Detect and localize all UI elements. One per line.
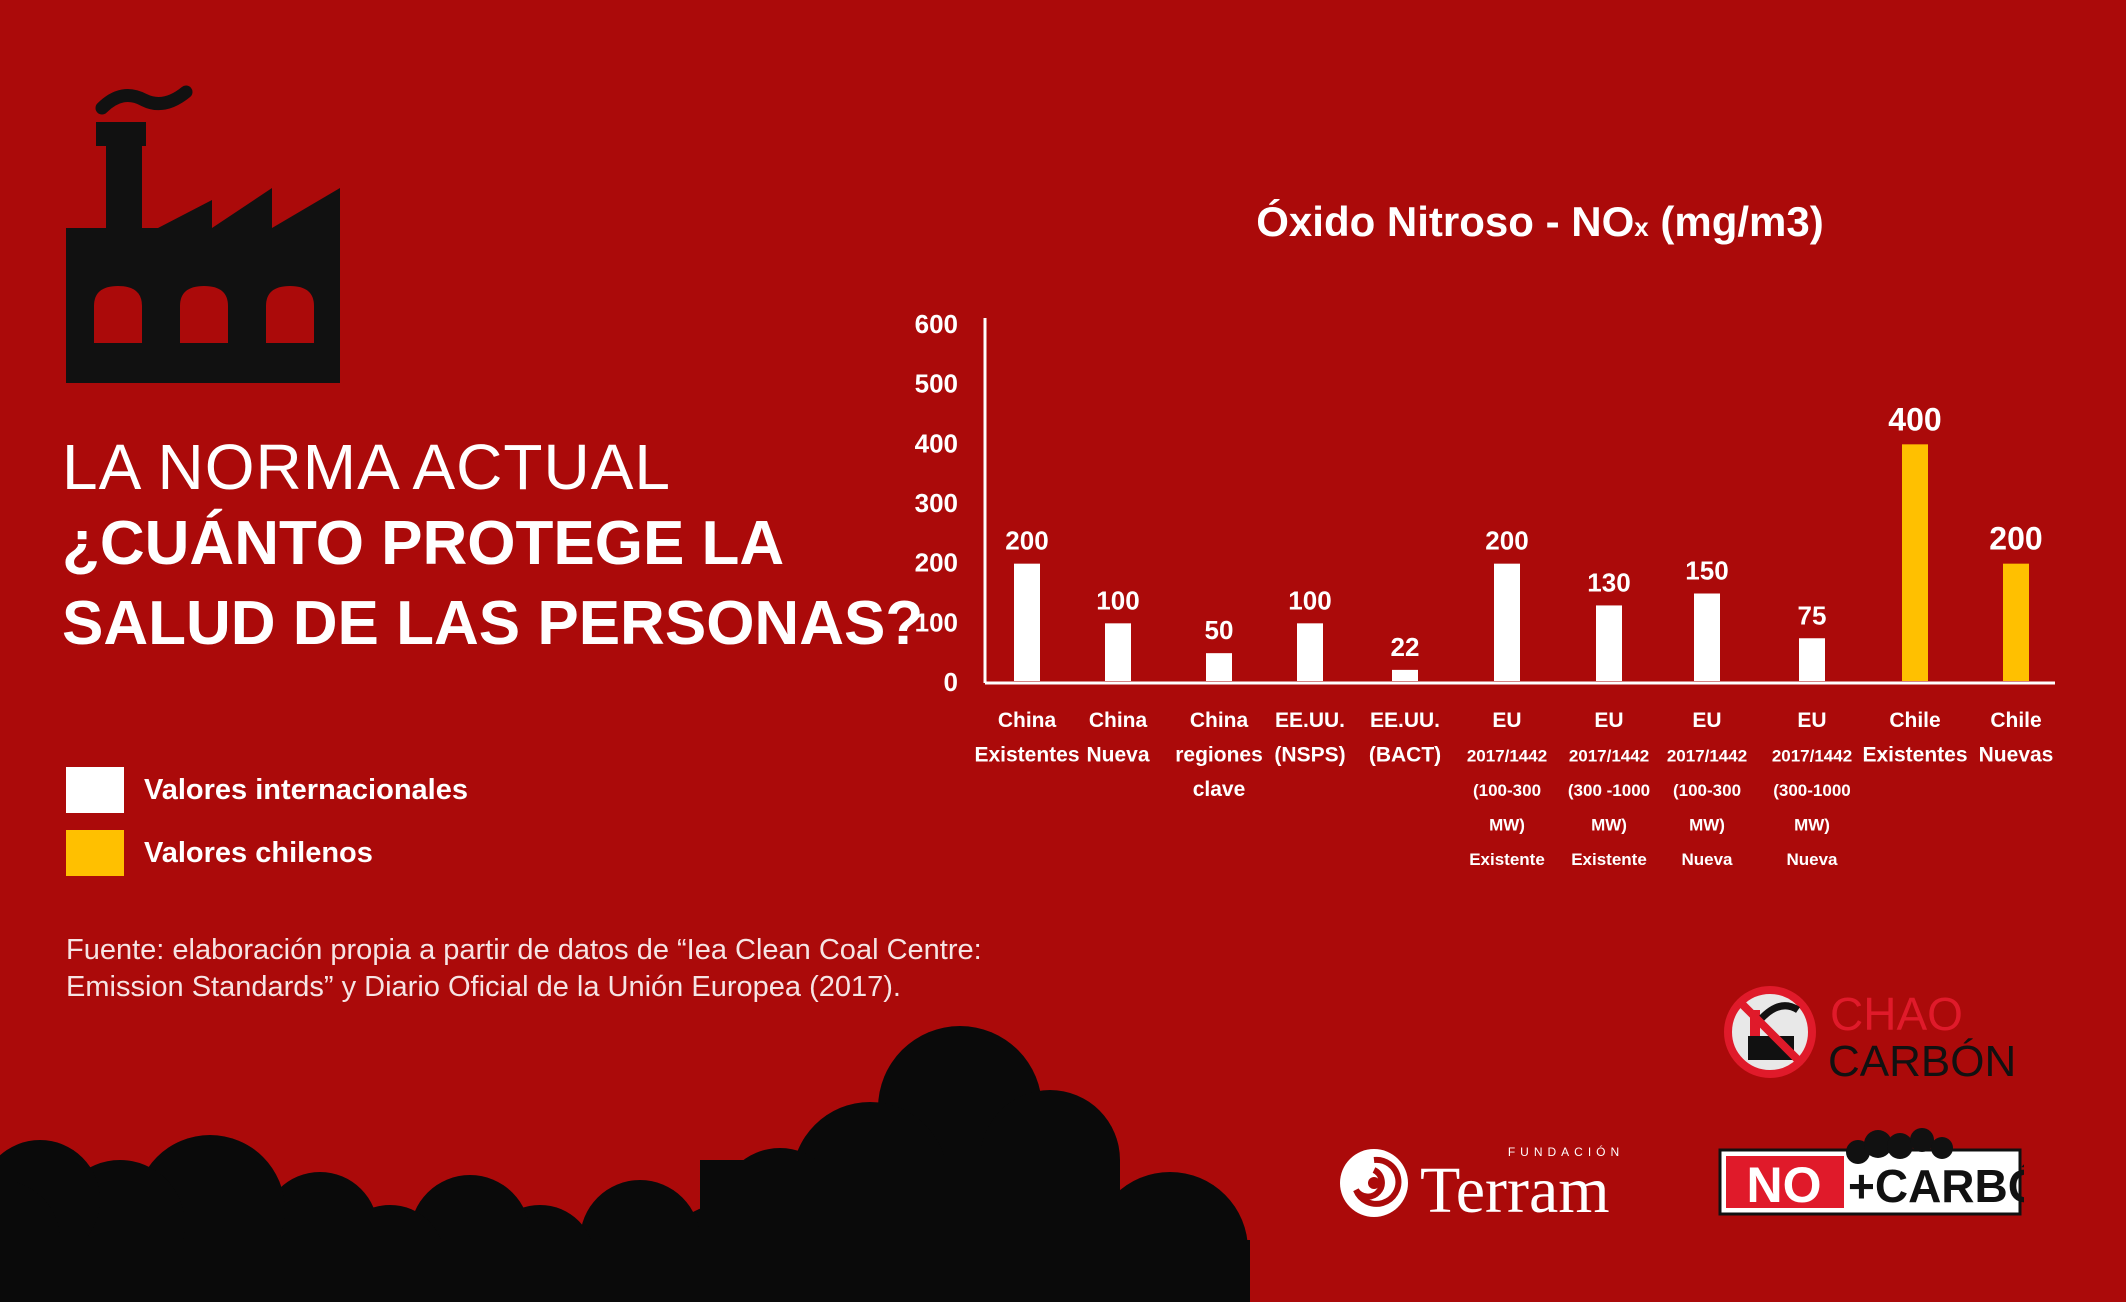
x-tick-label: EU	[1692, 709, 1721, 732]
x-tick-label: Nueva	[1786, 850, 1838, 869]
x-tick-label: 2017/1442	[1569, 747, 1649, 766]
bar	[1494, 563, 1520, 681]
x-tick-label: Existente	[1469, 850, 1545, 869]
value-label: 50	[1205, 615, 1234, 645]
x-tick-label: clave	[1193, 778, 1246, 801]
bar	[2003, 563, 2029, 681]
y-tick-labels: 0 100 200 300 400 500 600	[915, 309, 958, 697]
terram-logo-text: Terram	[1420, 1154, 1610, 1220]
x-tick-label: (BACT)	[1369, 744, 1441, 767]
x-tick-label: 2017/1442	[1667, 747, 1747, 766]
x-tick-label: (NSPS)	[1274, 744, 1345, 767]
value-label: 400	[1888, 401, 1941, 437]
value-label: 100	[1096, 585, 1139, 615]
x-tick-label: MW)	[1489, 816, 1525, 835]
bar-chart: 0 100 200 300 400 500 600 200 100 50 100 22 200 130 1…	[915, 309, 2055, 869]
headline-line-1: LA NORMA ACTUAL	[62, 431, 671, 503]
x-tick-label: Nuevas	[1979, 744, 2054, 767]
value-label: 200	[1005, 526, 1048, 556]
chao-logo-text-2: CARBÓN	[1828, 1037, 2016, 1085]
bar	[1902, 444, 1928, 681]
x-tick-label: China	[998, 709, 1057, 732]
y-tick-label: 400	[915, 428, 958, 458]
x-tick-label: MW)	[1689, 816, 1725, 835]
chart-title-main: Óxido Nitroso - NO	[1256, 198, 1635, 245]
x-tick-label: regiones	[1175, 744, 1263, 767]
x-tick-label: (100-300	[1673, 781, 1741, 800]
x-tick-label: EU	[1492, 709, 1521, 732]
legend-item-internacional: Valores internacionales	[66, 767, 468, 813]
x-tick-label: MW)	[1591, 816, 1627, 835]
legend-label-chileno: Valores chilenos	[144, 836, 373, 869]
chao-carbon-logo: CHAO CARBÓN	[1724, 986, 2016, 1085]
y-tick-label: 500	[915, 369, 958, 399]
value-label: 100	[1288, 585, 1331, 615]
value-labels: 200 100 50 100 22 200 130 150 75 400 200	[1005, 401, 2042, 662]
y-tick-label: 300	[915, 488, 958, 518]
value-label: 22	[1391, 632, 1420, 662]
x-tick-label: Nueva	[1681, 850, 1733, 869]
x-tick-label: EE.UU.	[1275, 709, 1345, 732]
x-tick-label: Nueva	[1086, 744, 1149, 767]
chart-title-unit: (mg/m3)	[1660, 198, 1824, 245]
x-tick-label: China	[1190, 709, 1249, 732]
x-tick-label: Existentes	[1862, 744, 1967, 767]
y-tick-label: 100	[915, 607, 958, 637]
smoke-cloud-silhouette	[0, 1026, 1250, 1302]
bar	[1105, 623, 1131, 681]
x-tick-label: EU	[1797, 709, 1826, 732]
x-tick-label: Chile	[1889, 709, 1940, 732]
value-label: 200	[1989, 521, 2042, 557]
x-tick-label: (300 -1000	[1568, 781, 1650, 800]
x-tick-label: 2017/1442	[1467, 747, 1547, 766]
value-label: 200	[1485, 526, 1528, 556]
x-tick-label: Existente	[1571, 850, 1647, 869]
source-line-2: Emission Standards” y Diario Oficial de …	[66, 971, 901, 1003]
legend-swatch-white	[66, 767, 124, 813]
chart-title-subscript: x	[1634, 212, 1649, 242]
value-label: 130	[1587, 567, 1630, 597]
x-tick-label: 2017/1442	[1772, 747, 1852, 766]
headline: LA NORMA ACTUAL ¿CUÁNTO PROTEGE LA SALUD…	[62, 430, 923, 664]
bar	[1799, 638, 1825, 681]
x-tick-label: (100-300	[1473, 781, 1541, 800]
y-tick-label: 0	[944, 667, 958, 697]
headline-line-3: SALUD DE LAS PERSONAS?	[62, 589, 924, 658]
factory-icon	[66, 85, 340, 383]
x-tick-label: Chile	[1990, 709, 2041, 732]
no-mas-carbon-logo: NO +CARBÓN	[1718, 1128, 2024, 1216]
source-note: Fuente: elaboración propia a partir de d…	[66, 932, 1066, 1006]
chao-logo-text-1: CHAO	[1830, 988, 1963, 1040]
headline-line-2: ¿CUÁNTO PROTEGE LA	[62, 509, 785, 578]
legend-swatch-yellow	[66, 830, 124, 876]
bar	[1596, 605, 1622, 681]
bar	[1014, 563, 1040, 681]
x-tick-label: EE.UU.	[1370, 709, 1440, 732]
x-tick-label: EU	[1594, 709, 1623, 732]
x-tick-label: Existentes	[974, 744, 1079, 767]
x-tick-label: (300-1000	[1773, 781, 1851, 800]
no-mas-logo-text-1: NO	[1747, 1157, 1822, 1213]
bar	[1392, 669, 1418, 681]
x-tick-label: China	[1089, 709, 1148, 732]
x-tick-labels: China Existentes China Nueva China regiones cl…	[974, 709, 2053, 869]
value-label: 150	[1685, 556, 1728, 586]
fundacion-terram-logo: FUNDACIÓN Terram	[1340, 1144, 1624, 1220]
chart-title: Óxido Nitroso - NOx (mg/m3)	[1160, 198, 1920, 246]
legend-item-chileno: Valores chilenos	[66, 830, 373, 876]
source-line-1: Fuente: elaboración propia a partir de d…	[66, 934, 982, 966]
x-tick-label: MW)	[1794, 816, 1830, 835]
y-tick-label: 600	[915, 309, 958, 339]
terram-logo-small-text: FUNDACIÓN	[1508, 1144, 1624, 1159]
legend-label-internacional: Valores internacionales	[144, 773, 468, 806]
bars	[1014, 444, 2029, 681]
value-label: 75	[1798, 600, 1827, 630]
y-tick-label: 200	[915, 548, 958, 578]
bar	[1694, 593, 1720, 681]
bar	[1206, 653, 1232, 681]
bar	[1297, 623, 1323, 681]
no-mas-logo-text-2: +CARBÓN	[1848, 1160, 2024, 1212]
